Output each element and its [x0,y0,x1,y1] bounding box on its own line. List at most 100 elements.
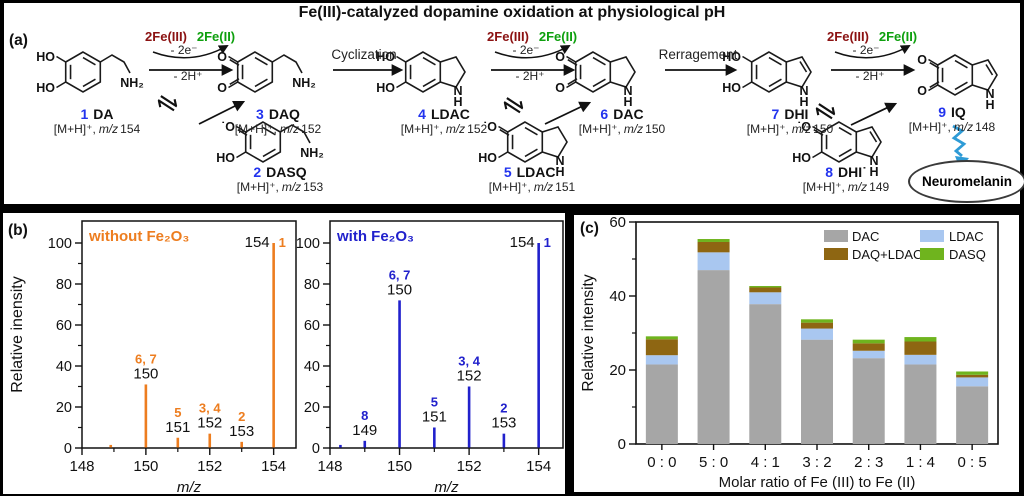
x-axis-title: m/z [434,479,459,496]
svg-text:0: 0 [618,436,626,453]
svg-text:154: 154 [526,458,551,475]
legend-label-DAQ+LDAC: DAQ+LDAC [852,247,922,262]
bar-1-DAQ+LDAC [697,241,730,253]
svg-text:2 : 3: 2 : 3 [854,454,883,471]
bar-5-DASQ [904,337,937,342]
svg-text:80: 80 [56,277,72,293]
molecule-DHI˙: ˙O HO NH [792,120,882,179]
panel-a: Fe(III)-catalyzed dopamine oxidation at … [1,0,1024,207]
mz-value: 152 [301,122,322,136]
compound-name-text: DAQ [268,106,300,122]
legend: DAC LDAC DAQ+LDAC DASQ [824,229,986,262]
compound-name-DAQ: 3 DAQ [256,106,300,122]
compound-name-text: DHI˙ [838,164,867,180]
compound-name-text: IQ [951,104,966,120]
compound-name-IQ: 9 IQ [938,104,966,120]
rearrangement-label: Rerragement [658,47,738,62]
ox1-fe3-label: 2Fe(III) [487,29,529,44]
mz-label: m/z [847,180,868,194]
ox1-fe2-label: 2Fe(II) [538,29,578,44]
bar-3-DASQ [801,319,833,323]
svg-text:O: O [917,84,927,98]
compound-name-DASQ: 2 DASQ [253,164,306,180]
y-axis: 0 20 40 60 80 100 [296,236,330,457]
svg-text:150: 150 [133,365,158,382]
ox2-protons-label: - 2H⁺ [855,69,885,83]
svg-text:HO: HO [722,81,741,95]
svg-text:5: 5 [174,405,181,420]
svg-text:N: N [985,87,994,101]
legend-label-DASQ: DASQ [949,247,986,262]
compound-ion-DAC: [M+H]⁺, m/z 150 [579,122,665,136]
svg-text:60: 60 [56,318,72,334]
svg-text:5: 5 [431,395,438,410]
svg-text:H: H [623,95,632,109]
svg-text:HO: HO [376,50,395,64]
ox1-electrons-label: - 2e⁻ [512,43,540,57]
ox2-fe3-label: 2Fe(III) [827,29,869,44]
electron-transfer-arc [834,45,911,59]
svg-text:40: 40 [304,359,320,375]
svg-text:0: 0 [312,441,320,457]
panel-a-label: (a) [9,32,28,49]
bar-6-DAQ+LDAC [956,374,989,378]
svg-text:N: N [623,84,632,98]
bar-2-DAC [749,304,782,444]
bar-0-DAQ+LDAC [645,339,678,356]
ox0-protons-label: - 2H⁺ [173,69,203,83]
y-axis-title: Relative inensity [9,276,26,393]
svg-text:H: H [453,95,462,109]
compound-number: 5 [503,164,512,180]
svg-text:150: 150 [133,458,158,475]
bar-3-DAQ+LDAC [801,322,833,329]
bar-2-DASQ [749,286,782,288]
ion-label: [M+H]⁺, [578,122,621,136]
mz-value: 150 [645,122,666,136]
compound-name-text: LDAC [430,106,470,122]
ion-label: [M+H]⁺, [400,122,443,136]
legend-swatch-DAQ+LDAC [824,248,848,260]
svg-text:3, 4: 3, 4 [458,354,480,369]
svg-text:5 : 0: 5 : 0 [699,454,728,471]
mz-label: m/z [791,122,812,136]
svg-text:N: N [799,84,808,98]
molecule-LDAC: HO HO NH [376,50,466,109]
molecule-IQ: O O NH [917,53,998,112]
svg-text:HO: HO [376,81,395,95]
bar-6-LDAC [956,377,989,387]
svg-text:H: H [869,165,878,179]
panel-b: (b) 0 20 40 60 80 100 148 150 152 154 m/z Relative … [1,211,567,496]
compound-ion-DASQ: [M+H]⁺, m/z 153 [237,180,323,194]
svg-text:60: 60 [609,217,626,231]
svg-text:152: 152 [457,368,482,385]
molecule-DASQ: ˙O HO NH₂ [216,120,324,165]
legend-label-LDAC: LDAC [949,229,984,244]
compound-number: 9 [938,104,947,120]
svg-text:HO: HO [216,151,235,165]
svg-text:151: 151 [165,419,190,436]
compound-name-text: DAC [613,106,644,122]
legend-swatch-DASQ [920,248,944,260]
molecule-DA: HO HO NH₂ [36,50,144,95]
compound-name-LDAC˙: 5 LDAC˙ [504,164,560,180]
svg-text:1 : 4: 1 : 4 [906,454,935,471]
panel-c: (c) 0 20 40 60 Relative intensity 0 : 0 5 : 0 4… [570,211,1023,496]
svg-text:NH₂: NH₂ [300,146,324,160]
mz-value: 154 [120,122,141,136]
equilibrium-arrows: ⇌ [497,86,532,123]
svg-text:2: 2 [238,409,245,424]
y-axis: 0 20 40 60 80 100 [48,236,82,457]
legend-swatch-DAC [824,230,848,242]
bar-5-DAQ+LDAC [904,341,937,355]
bar-3-LDAC [801,328,833,340]
svg-text:1: 1 [279,235,286,250]
bar-4-LDAC [852,350,885,359]
svg-text:148: 148 [317,458,342,475]
electron-transfer-arc [494,45,571,59]
figure-title: Fe(III)-catalyzed dopamine oxidation at … [298,4,726,21]
spectrum-title: with Fe₂O₃ [336,228,414,245]
compound-name-text: DHI [784,106,809,122]
compound-number: 8 [825,164,834,180]
